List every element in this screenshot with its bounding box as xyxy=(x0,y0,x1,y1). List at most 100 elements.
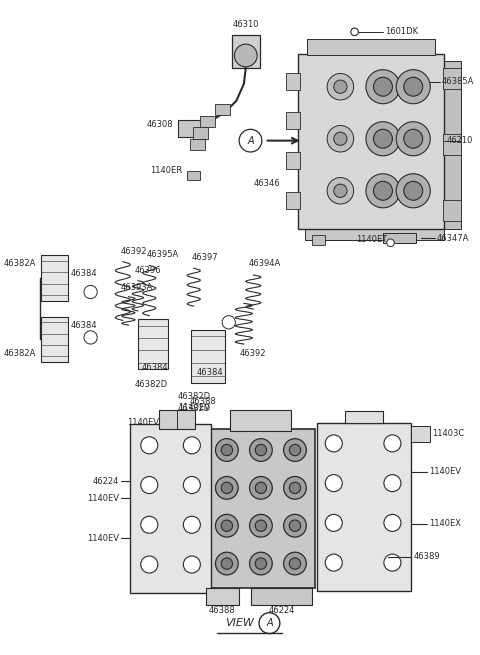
Bar xyxy=(230,410,291,431)
Bar xyxy=(178,120,204,137)
Circle shape xyxy=(141,516,158,533)
Circle shape xyxy=(216,439,238,461)
Circle shape xyxy=(289,482,300,494)
Bar xyxy=(312,235,325,245)
Circle shape xyxy=(183,556,200,573)
Text: 46310: 46310 xyxy=(232,20,259,29)
Text: 46384: 46384 xyxy=(71,269,97,278)
Bar xyxy=(287,192,300,209)
Text: 46224: 46224 xyxy=(268,606,295,615)
Text: 1140EV: 1140EV xyxy=(429,467,461,476)
Circle shape xyxy=(250,514,272,537)
Text: 1140EV: 1140EV xyxy=(87,534,119,542)
Bar xyxy=(41,316,68,362)
Circle shape xyxy=(221,520,232,531)
Circle shape xyxy=(289,558,300,569)
Text: 46397: 46397 xyxy=(192,253,218,262)
Bar xyxy=(345,411,383,422)
Circle shape xyxy=(404,129,423,148)
Circle shape xyxy=(222,316,235,329)
Text: 1140ET: 1140ET xyxy=(357,236,388,244)
Circle shape xyxy=(183,477,200,494)
Text: 46396: 46396 xyxy=(134,266,161,275)
Circle shape xyxy=(384,435,401,452)
Bar xyxy=(443,134,461,155)
Bar xyxy=(251,588,312,605)
Circle shape xyxy=(387,239,394,246)
Bar xyxy=(317,422,411,591)
Bar xyxy=(287,112,300,129)
Bar xyxy=(443,200,461,221)
Bar xyxy=(411,73,423,92)
Circle shape xyxy=(250,552,272,575)
Text: 46308: 46308 xyxy=(146,120,173,129)
Text: 1140ER: 1140ER xyxy=(150,166,182,176)
Circle shape xyxy=(284,439,306,461)
Circle shape xyxy=(325,475,342,492)
Bar xyxy=(383,233,416,243)
Circle shape xyxy=(384,554,401,571)
Text: 1140EV: 1140EV xyxy=(87,494,119,503)
Circle shape xyxy=(373,129,393,148)
Text: 1140EV: 1140EV xyxy=(178,403,210,412)
Circle shape xyxy=(234,44,257,67)
Circle shape xyxy=(216,514,238,537)
Circle shape xyxy=(183,516,200,533)
Circle shape xyxy=(334,132,347,145)
Bar xyxy=(187,171,200,180)
Bar xyxy=(191,330,225,383)
Circle shape xyxy=(250,477,272,499)
Circle shape xyxy=(183,437,200,454)
Circle shape xyxy=(404,181,423,200)
Text: 46385A: 46385A xyxy=(442,77,474,86)
Bar xyxy=(287,152,300,169)
Circle shape xyxy=(284,552,306,575)
Text: 46393A: 46393A xyxy=(121,283,153,292)
Text: 46384: 46384 xyxy=(71,321,97,329)
Circle shape xyxy=(216,552,238,575)
Circle shape xyxy=(334,184,347,197)
Text: 46224: 46224 xyxy=(93,477,119,486)
Circle shape xyxy=(250,439,272,461)
Bar xyxy=(190,139,205,150)
Circle shape xyxy=(373,77,393,96)
Circle shape xyxy=(84,331,97,344)
Circle shape xyxy=(239,129,262,152)
Text: 46389: 46389 xyxy=(413,552,440,561)
Bar xyxy=(41,255,68,301)
Circle shape xyxy=(384,475,401,492)
Bar xyxy=(298,54,444,229)
Text: 46382A: 46382A xyxy=(3,259,36,268)
Bar xyxy=(444,61,461,229)
Circle shape xyxy=(327,178,354,204)
Bar xyxy=(193,127,208,139)
Circle shape xyxy=(284,477,306,499)
Bar xyxy=(305,229,444,240)
Circle shape xyxy=(334,80,347,93)
Circle shape xyxy=(216,477,238,499)
Text: VIEW: VIEW xyxy=(225,618,254,628)
Text: 46392: 46392 xyxy=(121,247,147,256)
Circle shape xyxy=(366,174,400,208)
Text: 1140EV: 1140EV xyxy=(127,418,159,427)
Text: 46394A: 46394A xyxy=(249,259,281,269)
Bar xyxy=(200,116,216,127)
Circle shape xyxy=(141,556,158,573)
Text: 46382D: 46382D xyxy=(177,392,210,401)
Bar xyxy=(138,320,168,369)
Bar xyxy=(206,588,239,605)
Text: 46388: 46388 xyxy=(209,606,236,615)
Bar xyxy=(443,67,461,88)
Circle shape xyxy=(284,514,306,537)
Circle shape xyxy=(84,286,97,299)
Text: 46382A: 46382A xyxy=(3,349,36,358)
Circle shape xyxy=(221,482,232,494)
Circle shape xyxy=(404,77,423,96)
Circle shape xyxy=(141,477,158,494)
Text: 46382D: 46382D xyxy=(134,381,167,389)
Circle shape xyxy=(366,69,400,103)
Bar xyxy=(287,73,300,90)
Circle shape xyxy=(255,482,266,494)
Circle shape xyxy=(396,174,430,208)
Circle shape xyxy=(396,122,430,156)
